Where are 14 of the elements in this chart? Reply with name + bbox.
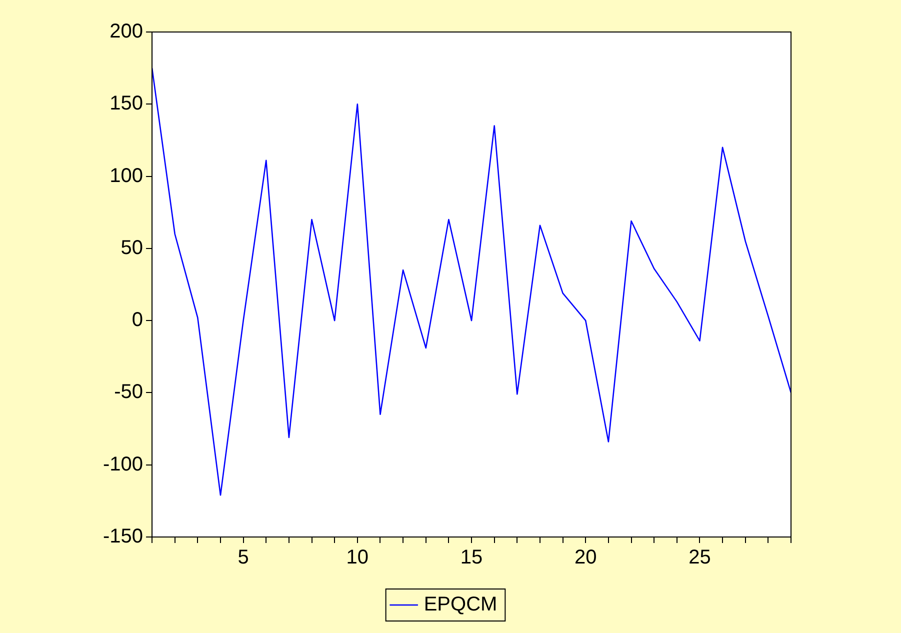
- y-tick-label: -150: [103, 526, 144, 548]
- y-tick-label: -50: [114, 381, 144, 404]
- y-tick-label: 200: [110, 20, 144, 43]
- x-tick-label: 20: [574, 546, 597, 569]
- y-tick-label: 150: [110, 92, 144, 115]
- y-tick-label: 50: [120, 236, 144, 259]
- legend-label: EPQCM: [424, 594, 498, 616]
- y-tick-label: -100: [103, 453, 144, 476]
- y-tick-label: 0: [132, 309, 144, 332]
- x-tick-label: 25: [688, 546, 711, 569]
- x-tick-label: 15: [460, 546, 483, 569]
- x-tick-label: 5: [238, 546, 249, 569]
- x-tick-label: 10: [346, 546, 369, 569]
- y-tick-label: 100: [110, 164, 144, 187]
